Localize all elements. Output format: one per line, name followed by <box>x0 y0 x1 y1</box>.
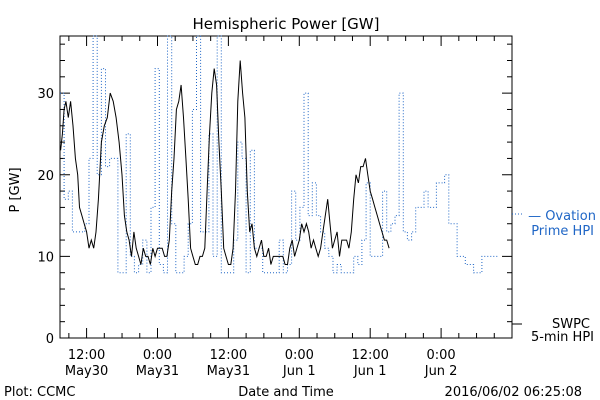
legend-ovation-label-1: — Ovation <box>528 209 596 224</box>
y-tick-label: 30 <box>37 87 54 102</box>
legend-ovation-label-2: Prime HPI <box>531 224 594 239</box>
x-tick-label-time: 0:00 <box>285 348 314 363</box>
legend-swpc-label-2: 5-min HPI <box>531 330 594 345</box>
chart-title: Hemispheric Power [GW] <box>193 15 380 33</box>
series-line-ovation <box>60 35 499 274</box>
x-tick-label-time: 12:00 <box>68 348 105 363</box>
y-tick-label: 20 <box>37 169 54 184</box>
x-axis-label: Date and Time <box>238 385 334 400</box>
footer: Plot: CCMC Date and Time 2016/06/02 06:25:… <box>4 385 582 400</box>
x-tick-label-time: 12:00 <box>351 348 388 363</box>
plot-frame <box>59 35 513 339</box>
x-tick-label-time: 0:00 <box>426 348 455 363</box>
footer-plot-source: Plot: CCMC <box>4 385 75 400</box>
series-line-swpc <box>60 60 390 265</box>
y-axis-ticks: 0 10 20 30 <box>37 43 512 347</box>
y-axis-label: P [GW] <box>8 167 23 212</box>
x-tick-label-date: May31 <box>136 364 179 379</box>
x-tick-label-time: 0:00 <box>143 348 172 363</box>
x-tick-label-date: Jun 2 <box>424 364 458 379</box>
y-tick-label: 10 <box>37 250 54 265</box>
x-tick-label-date: May30 <box>65 364 108 379</box>
footer-timestamp: 2016/06/02 06:25:08 <box>445 385 582 400</box>
legend-swpc-label-1: SWPC <box>552 317 590 332</box>
y-tick-label: 0 <box>46 332 54 347</box>
x-tick-label-date: Jun 1 <box>353 364 387 379</box>
x-tick-label-date: May31 <box>207 364 250 379</box>
x-tick-label-time: 12:00 <box>210 348 247 363</box>
series-layer <box>60 35 499 274</box>
x-tick-label-date: Jun 1 <box>282 364 316 379</box>
